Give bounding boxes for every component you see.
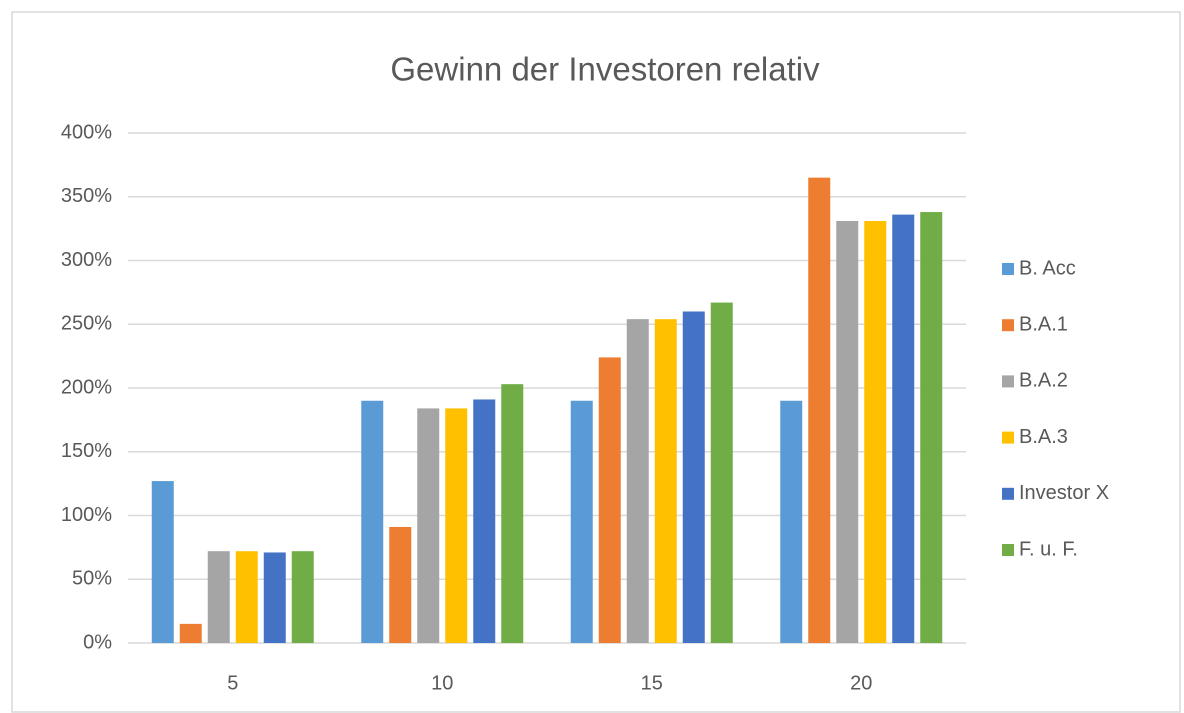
x-tick-label: 15 [641, 672, 663, 694]
bar [263, 552, 286, 643]
bar [207, 551, 230, 643]
y-tick-label: 300% [61, 249, 112, 271]
legend-swatch [1002, 319, 1014, 332]
legend-swatch [1002, 263, 1014, 275]
chart-title: Gewinn der Investoren relativ [390, 51, 820, 88]
bar [235, 551, 258, 643]
bar [920, 212, 943, 644]
legend-label: B.A.1 [1019, 313, 1068, 335]
y-tick-label: 150% [61, 440, 112, 462]
legend-swatch [1002, 544, 1014, 556]
bar [570, 400, 593, 643]
x-tick-label: 5 [227, 672, 238, 694]
bar [501, 384, 524, 643]
legend-swatch [1002, 487, 1014, 500]
bar [780, 400, 803, 643]
bar [291, 551, 314, 643]
legend-label: F. u. F. [1019, 538, 1078, 560]
legend-label: Investor X [1019, 482, 1109, 504]
bar [389, 526, 412, 643]
x-tick-label: 10 [431, 672, 453, 694]
y-tick-label: 400% [61, 121, 112, 143]
bar [598, 357, 621, 643]
legend-label: B.A.3 [1019, 426, 1068, 448]
y-tick-label: 350% [61, 185, 112, 207]
bar [836, 220, 859, 643]
bar [417, 408, 440, 643]
bar [473, 399, 496, 643]
y-tick-label: 200% [61, 376, 112, 398]
bar [892, 214, 915, 643]
y-tick-label: 100% [61, 504, 112, 526]
legend-swatch [1002, 431, 1014, 444]
x-tick-label: 20 [850, 672, 872, 694]
bar [361, 400, 384, 643]
legend-label: B. Acc [1019, 257, 1076, 279]
legend-swatch [1002, 375, 1014, 388]
bar [808, 177, 831, 643]
y-tick-label: 0% [83, 631, 112, 653]
bar [626, 319, 649, 643]
bar [179, 623, 202, 643]
bar [864, 220, 887, 643]
legend-label: B.A.2 [1019, 370, 1068, 392]
bar [710, 302, 733, 643]
bar [682, 311, 705, 643]
bar [654, 319, 677, 643]
y-tick-label: 250% [61, 313, 112, 335]
bar [445, 408, 468, 643]
chart-frame [11, 11, 1181, 713]
bar [151, 481, 174, 643]
y-tick-label: 50% [72, 568, 112, 590]
